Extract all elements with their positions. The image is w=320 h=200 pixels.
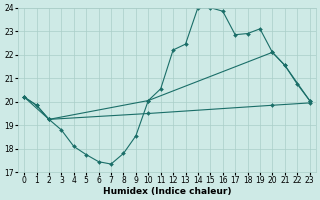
X-axis label: Humidex (Indice chaleur): Humidex (Indice chaleur) <box>103 187 231 196</box>
